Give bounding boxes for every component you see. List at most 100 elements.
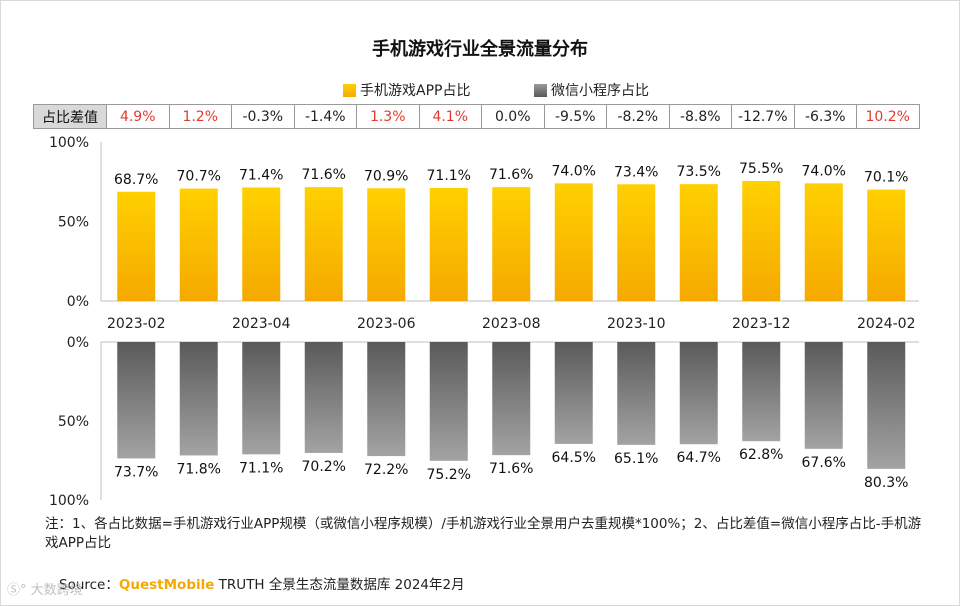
bottom-bars: 73.7% 71.8% 71.1% 70.2% 72.2% 75.2% 71.6% 64.5%… (114, 342, 908, 491)
difference-cell: 1.3% (356, 104, 420, 129)
legend-app-label: 手机游戏APP占比 (360, 83, 471, 99)
x-tick-label: 2023-04 (232, 316, 291, 332)
chart-title: 手机游戏行业全景流量分布 (372, 39, 588, 60)
app-share-label: 70.9% (364, 168, 408, 184)
app-share-label: 71.4% (239, 167, 283, 183)
x-tick-label: 2023-08 (482, 316, 541, 332)
difference-cell: 4.1% (418, 104, 482, 129)
legend-mini-label: 微信小程序占比 (551, 83, 649, 99)
legend-app: 手机游戏APP占比 (343, 81, 470, 99)
app-share-bar (804, 183, 843, 301)
bottom-y-tick-label: 50% (58, 414, 89, 430)
mini-program-share-label: 75.2% (427, 467, 471, 483)
app-share-bar (867, 189, 906, 301)
app-share-bar (242, 187, 281, 301)
watermark-logo: Ⓢ° 大数跨境 (7, 583, 83, 598)
difference-cell: -12.7% (731, 104, 795, 129)
app-share-bar (179, 188, 218, 301)
mini-program-share-label: 71.6% (489, 461, 533, 477)
bottom-axis: 0% 50% 100% (49, 335, 919, 509)
difference-cell: -0.3% (231, 104, 295, 129)
x-tick-label: 2024-02 (857, 316, 916, 332)
app-share-label: 68.7% (114, 172, 158, 188)
app-share-bar (367, 188, 406, 301)
mini-program-share-label: 80.3% (864, 475, 908, 491)
source-label: Source： (59, 577, 119, 593)
app-share-label: 73.4% (614, 164, 658, 180)
difference-cell: -8.8% (668, 104, 732, 129)
mini-program-share-bar (804, 342, 843, 449)
app-share-label: 75.5% (739, 161, 783, 177)
mini-program-share-bar (617, 342, 656, 445)
app-share-bar (554, 183, 593, 301)
mini-program-share-label: 64.5% (552, 450, 596, 466)
x-tick-label: 2023-06 (357, 316, 416, 332)
top-bars: 68.7% 70.7% 71.4% 71.6% 70.9% 71.1% 71.6% 74.0%… (114, 161, 908, 301)
mini-program-share-label: 72.2% (364, 462, 408, 478)
app-share-label: 70.1% (864, 170, 908, 186)
difference-cell: 10.2% (856, 104, 920, 129)
mini-program-share-label: 71.8% (177, 461, 221, 477)
app-share-bar (742, 180, 781, 301)
app-share-bar (304, 187, 343, 301)
app-share-label: 73.5% (677, 164, 721, 180)
mini-program-share-label: 70.2% (302, 459, 346, 475)
mini-program-share-bar (554, 342, 593, 444)
app-share-label: 71.1% (427, 168, 471, 184)
app-share-bar (492, 187, 531, 301)
app-share-label: 74.0% (802, 163, 846, 179)
legend-app-swatch (343, 83, 356, 97)
top-y-tick-label: 50% (58, 215, 89, 231)
mini-program-share-bar (679, 342, 718, 445)
difference-cell: -9.5% (543, 104, 607, 129)
x-tick-label: 2023-10 (607, 316, 666, 332)
bar-chart: 100% 50% 0% 2023-02 2023-04 2023-06 2023-08 202… (49, 135, 919, 509)
mini-program-share-bar (304, 342, 343, 453)
difference-header: 占比差值 (33, 104, 107, 129)
mini-program-share-label: 62.8% (739, 447, 783, 463)
app-share-bar (679, 184, 718, 301)
difference-cell: -8.2% (606, 104, 670, 129)
app-share-label: 71.6% (489, 167, 533, 183)
source-text: TRUTH 全景生态流量数据库 2024年2月 (214, 577, 465, 593)
top-y-tick-label: 0% (67, 294, 89, 310)
app-share-bar (429, 187, 468, 301)
difference-cell: 4.9% (106, 104, 170, 129)
bottom-y-tick-label: 100% (49, 493, 89, 509)
questmobile-brand: QuestMobile (118, 577, 215, 593)
mini-program-share-bar (742, 342, 781, 442)
footnote: 注：1、各占比数据=手机游戏行业APP规模（或微信小程序规模）/手机游戏行业全景… (45, 516, 922, 551)
bottom-y-tick-label: 0% (67, 335, 89, 351)
app-share-bar (117, 191, 156, 301)
mini-program-share-bar (367, 342, 406, 457)
app-share-label: 74.0% (552, 163, 596, 179)
difference-cell: -6.3% (793, 104, 857, 129)
difference-cell: 1.2% (168, 104, 232, 129)
mini-program-share-bar (117, 342, 156, 459)
top-axis: 100% 50% 0% 2023-02 2023-04 2023-06 2023-08 202… (49, 135, 919, 332)
app-share-label: 70.7% (177, 169, 221, 185)
legend-mini: 微信小程序占比 (534, 81, 649, 99)
mini-program-share-label: 73.7% (114, 464, 158, 480)
mini-program-share-label: 71.1% (239, 460, 283, 476)
x-tick-label: 2023-02 (107, 316, 166, 332)
top-y-tick-label: 100% (49, 135, 89, 151)
mini-program-share-bar (867, 342, 906, 469)
source-line: Source：QuestMobile TRUTH 全景生态流量数据库 2024年… (59, 573, 465, 593)
mini-program-share-label: 65.1% (614, 451, 658, 467)
app-share-bar (617, 184, 656, 301)
x-tick-label: 2023-12 (732, 316, 791, 332)
mini-program-share-bar (429, 342, 468, 461)
difference-table: 占比差值 4.9% 1.2% -0.3% -1.4% 1.3% 4.1% 0.0% -9.5%… (33, 104, 920, 129)
difference-cell: -1.4% (293, 104, 357, 129)
legend-mini-swatch (534, 83, 547, 97)
watermark-text: 大数跨境 (30, 583, 83, 598)
mini-program-share-label: 67.6% (802, 455, 846, 471)
app-share-label: 71.6% (302, 167, 346, 183)
mini-program-share-bar (492, 342, 531, 456)
mini-program-share-label: 64.7% (677, 450, 721, 466)
difference-row: 占比差值 4.9% 1.2% -0.3% -1.4% 1.3% 4.1% 0.0% -9.5%… (33, 104, 920, 129)
mini-program-share-bar (242, 342, 281, 455)
mini-program-share-bar (179, 342, 218, 456)
